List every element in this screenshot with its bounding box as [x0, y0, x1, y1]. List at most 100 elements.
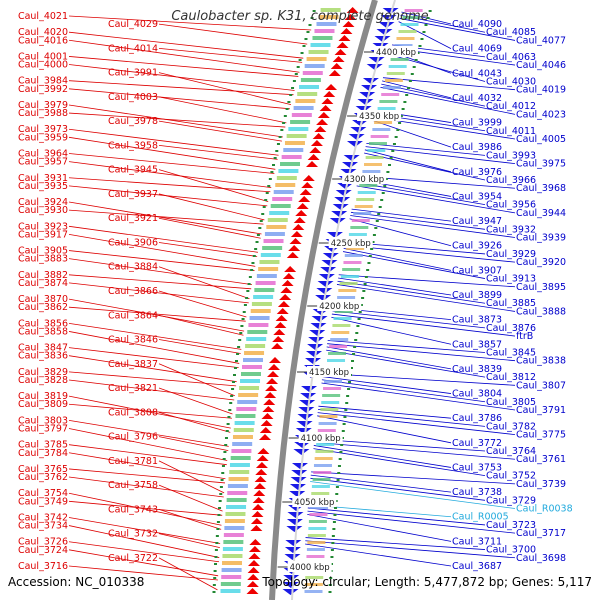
right-gene-label[interactable]: Caul_3939	[516, 233, 566, 244]
right-gene-label[interactable]: Caul_3895	[516, 282, 566, 293]
left-gene-label[interactable]: Caul_3836	[18, 351, 68, 362]
left-gene-label[interactable]: Caul_3866	[108, 286, 158, 297]
left-gene-label[interactable]: Caul_3958	[108, 140, 158, 151]
left-gene-label[interactable]: Caul_3785	[18, 440, 68, 451]
left-gene-label[interactable]: Caul_3837	[108, 359, 158, 370]
left-gene-label[interactable]: Caul_3917	[18, 229, 68, 240]
left-gene-label[interactable]: Caul_3906	[108, 237, 158, 248]
right-gene-label[interactable]: Caul_4077	[516, 35, 566, 46]
left-gene-label[interactable]: Caul_3979	[18, 100, 68, 111]
right-gene-label[interactable]: Caul_3976	[452, 167, 502, 178]
right-gene-label[interactable]: Caul_3838	[516, 356, 566, 367]
left-gene-label[interactable]: Caul_3882	[18, 270, 68, 281]
left-gene-label[interactable]: Caul_4021	[18, 11, 68, 22]
right-gene-label[interactable]: Caul_3805	[486, 397, 536, 408]
left-gene-label[interactable]: Caul_3784	[18, 448, 68, 459]
right-gene-label[interactable]: Caul_3698	[516, 553, 566, 564]
left-gene-label[interactable]: Caul_3924	[18, 197, 68, 208]
right-gene-label[interactable]: Caul_3986	[452, 142, 502, 153]
right-gene-label[interactable]: Caul_3804	[452, 389, 502, 400]
left-gene-label[interactable]: Caul_3716	[18, 561, 68, 572]
left-gene-label[interactable]: Caul_3724	[18, 545, 68, 556]
right-gene-label[interactable]: Caul_4005	[516, 134, 566, 145]
right-gene-label[interactable]: Caul_3876	[486, 323, 536, 334]
right-gene-label[interactable]: Caul_3944	[516, 208, 566, 219]
right-gene-label[interactable]: Caul_3926	[452, 241, 502, 252]
right-gene-label[interactable]: Caul_3888	[516, 306, 566, 317]
left-gene-label[interactable]: Caul_3809	[18, 399, 68, 410]
left-gene-label[interactable]: Caul_3758	[108, 480, 158, 491]
left-gene-label[interactable]: Caul_3862	[18, 302, 68, 313]
left-gene-label[interactable]: Caul_3828	[18, 375, 68, 386]
right-gene-label[interactable]: Caul_4032	[452, 93, 502, 104]
left-gene-label[interactable]: Caul_4000	[18, 60, 68, 71]
left-gene-label[interactable]: Caul_3847	[18, 343, 68, 354]
left-gene-label[interactable]: Caul_3973	[18, 124, 68, 135]
right-gene-label[interactable]: Caul_4030	[486, 76, 536, 87]
left-gene-label[interactable]: Caul_3884	[108, 262, 158, 273]
left-gene-label[interactable]: Caul_3945	[108, 165, 158, 176]
left-gene-label[interactable]: Caul_3984	[18, 76, 68, 87]
left-gene-label[interactable]: Caul_3732	[108, 529, 158, 540]
right-gene-label[interactable]: Caul_3687	[452, 561, 502, 572]
left-gene-label[interactable]: Caul_3808	[108, 407, 158, 418]
left-gene-label[interactable]: Caul_3726	[18, 537, 68, 548]
left-gene-label[interactable]: Caul_4014	[108, 43, 158, 54]
left-gene-label[interactable]: Caul_3883	[18, 254, 68, 265]
right-gene-label[interactable]: Caul_3786	[452, 413, 502, 424]
left-gene-label[interactable]: Caul_3988	[18, 108, 68, 119]
right-gene-label[interactable]: Caul_3782	[486, 421, 536, 432]
right-gene-label[interactable]: Caul_3975	[516, 159, 566, 170]
left-gene-label[interactable]: Caul_3931	[18, 173, 68, 184]
right-gene-label[interactable]: Caul_3839	[452, 364, 502, 375]
left-gene-label[interactable]: Caul_3858	[18, 326, 68, 337]
right-gene-label[interactable]: Caul_4090	[452, 19, 502, 30]
right-gene-label[interactable]: Caul_3764	[486, 446, 536, 457]
right-gene-label[interactable]: Caul_3932	[486, 224, 536, 235]
right-gene-label[interactable]: Caul_3999	[452, 118, 502, 129]
left-gene-label[interactable]: Caul_3935	[18, 181, 68, 192]
left-gene-label[interactable]: Caul_3992	[18, 84, 68, 95]
right-gene-label[interactable]: Caul_3929	[486, 249, 536, 260]
right-gene-label[interactable]: Caul_3739	[516, 479, 566, 490]
right-gene-label[interactable]: Caul_3899	[452, 290, 502, 301]
right-gene-label[interactable]: Caul_3873	[452, 315, 502, 326]
right-gene-label[interactable]: Caul_3752	[486, 471, 536, 482]
right-gene-label[interactable]: Caul_4046	[516, 60, 566, 71]
right-gene-label[interactable]: Caul_3772	[452, 438, 502, 449]
left-gene-label[interactable]: Caul_3819	[18, 391, 68, 402]
left-gene-label[interactable]: Caul_3846	[108, 335, 158, 346]
left-gene-label[interactable]: Caul_3991	[108, 68, 158, 79]
left-gene-label[interactable]: Caul_3781	[108, 456, 158, 467]
right-gene-label[interactable]: Caul_3968	[516, 183, 566, 194]
right-gene-label[interactable]: Caul_3775	[516, 430, 566, 441]
left-gene-label[interactable]: Caul_4001	[18, 51, 68, 62]
right-gene-label[interactable]: Caul_3791	[516, 405, 566, 416]
right-gene-label[interactable]: Caul_3753	[452, 462, 502, 473]
left-gene-label[interactable]: Caul_3978	[108, 116, 158, 127]
left-gene-label[interactable]: Caul_3829	[18, 367, 68, 378]
left-gene-label[interactable]: Caul_4016	[18, 35, 68, 46]
right-gene-label[interactable]: Caul_3857	[452, 339, 502, 350]
left-gene-label[interactable]: Caul_4020	[18, 27, 68, 38]
left-gene-label[interactable]: Caul_3959	[18, 132, 68, 143]
right-gene-label[interactable]: ftrB	[516, 331, 533, 342]
left-gene-label[interactable]: Caul_3743	[108, 504, 158, 515]
right-gene-label[interactable]: Caul_3947	[452, 216, 502, 227]
right-gene-label[interactable]: Caul_3993	[486, 150, 536, 161]
left-gene-label[interactable]: Caul_3754	[18, 488, 68, 499]
left-gene-label[interactable]: Caul_3930	[18, 205, 68, 216]
right-gene-label[interactable]: Caul_4085	[486, 27, 536, 38]
left-gene-label[interactable]: Caul_3921	[108, 213, 158, 224]
left-gene-label[interactable]: Caul_3905	[18, 246, 68, 257]
right-gene-label[interactable]: Caul_R0005	[452, 512, 509, 523]
left-gene-label[interactable]: Caul_3765	[18, 464, 68, 475]
right-gene-label[interactable]: Caul_4043	[452, 68, 502, 79]
left-gene-label[interactable]: Caul_3856	[18, 318, 68, 329]
right-gene-label[interactable]: Caul_4063	[486, 52, 536, 63]
right-gene-label[interactable]: Caul_4023	[516, 109, 566, 120]
right-gene-label[interactable]: Caul_3907	[452, 265, 502, 276]
right-gene-label[interactable]: Caul_3920	[516, 257, 566, 268]
left-gene-label[interactable]: Caul_3722	[108, 553, 158, 564]
right-gene-label[interactable]: Caul_3885	[486, 298, 536, 309]
